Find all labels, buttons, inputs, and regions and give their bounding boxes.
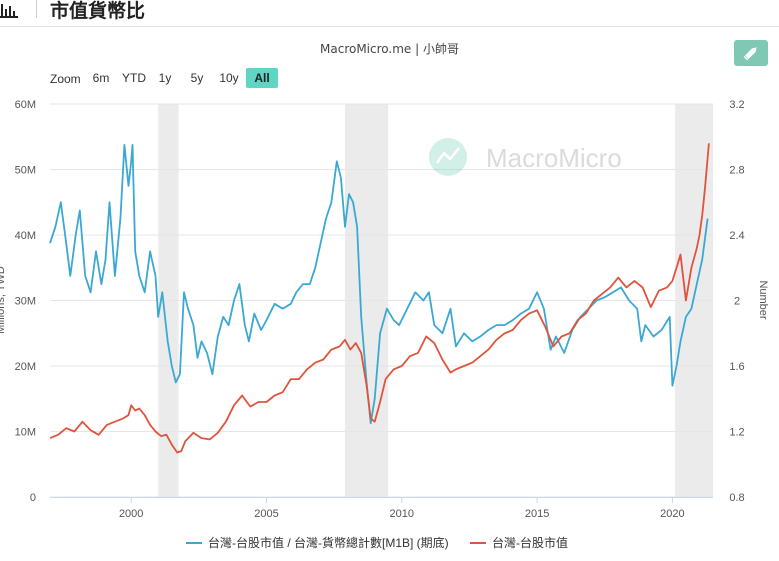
x-tick-label: 2015 [525,508,549,520]
zoom-all-button[interactable]: All [246,68,278,88]
y-left-tick-label: 20M [15,361,36,373]
y-right-tick-label: 2 [734,296,740,308]
zoom-1y-button[interactable]: 1y [158,71,172,85]
pencil-icon [743,47,757,61]
zoom-label: Zoom [50,72,81,86]
legend-swatch-marketcap [470,541,486,544]
zoom-10y-button[interactable]: 10y [219,71,239,85]
y-left-tick-label: 60M [15,99,36,111]
legend-swatch-ratio [186,541,202,544]
x-tick-label: 2010 [390,508,414,520]
chart-subtitle: MacroMicro.me | 小帥哥 [320,42,459,56]
legend: 台灣-台股市值 / 台灣-貨幣總計數[M1B] (期底) 台灣-台股市值 [0,534,779,552]
y-left-axis-title: Millions, TWD [0,266,7,334]
y-left-tick-label: 50M [15,165,36,177]
watermark-logo-icon [429,138,467,176]
y-left-tick-label: 40M [15,230,36,242]
x-tick-label: 2020 [660,508,684,520]
axes: 0 10M 20M 30M 40M 50M 60M 0.8 1.2 1.6 2 2.4 2.8 3.2 20… [0,99,769,520]
y-left-tick-label: 10M [15,427,36,439]
watermark-text: MacroMicro [486,143,622,173]
x-tick-label: 2000 [119,508,143,520]
series-line-marketcap [49,143,710,454]
y-right-tick-label: 0.8 [729,492,744,504]
zoom-ytd-button[interactable]: YTD [122,71,146,85]
legend-item-ratio[interactable]: 台灣-台股市值 / 台灣-貨幣總計數[M1B] (期底) [186,534,449,551]
y-right-tick-label: 2.8 [729,165,744,177]
zoom-5y-button[interactable]: 5y [190,71,204,85]
watermark-logo-mark [435,147,460,164]
chart-panel [0,26,779,561]
y-left-tick-label: 0 [30,492,36,504]
zoom-6m-button[interactable]: 6m [92,71,110,85]
edit-button[interactable] [734,40,768,66]
x-tick-label: 2005 [254,508,278,520]
y-left-tick-label: 30M [15,296,36,308]
y-right-axis-title: Number [757,280,769,319]
page-title: 市值貨幣比 [50,0,146,22]
header-divider [36,0,37,18]
y-right-tick-label: 2.4 [729,230,744,242]
y-right-tick-label: 1.2 [729,427,744,439]
y-right-tick-label: 3.2 [729,99,744,111]
bar-chart-icon [0,4,18,18]
y-right-tick-label: 1.6 [729,361,744,373]
watermark: MacroMicro [429,138,622,176]
series-lines [49,143,710,454]
legend-label-marketcap: 台灣-台股市值 [492,536,568,550]
header-bar: 市值貨幣比 [0,0,779,26]
legend-label-ratio: 台灣-台股市值 / 台灣-貨幣總計數[M1B] (期底) [208,536,449,550]
legend-item-marketcap[interactable]: 台灣-台股市值 [470,534,568,551]
